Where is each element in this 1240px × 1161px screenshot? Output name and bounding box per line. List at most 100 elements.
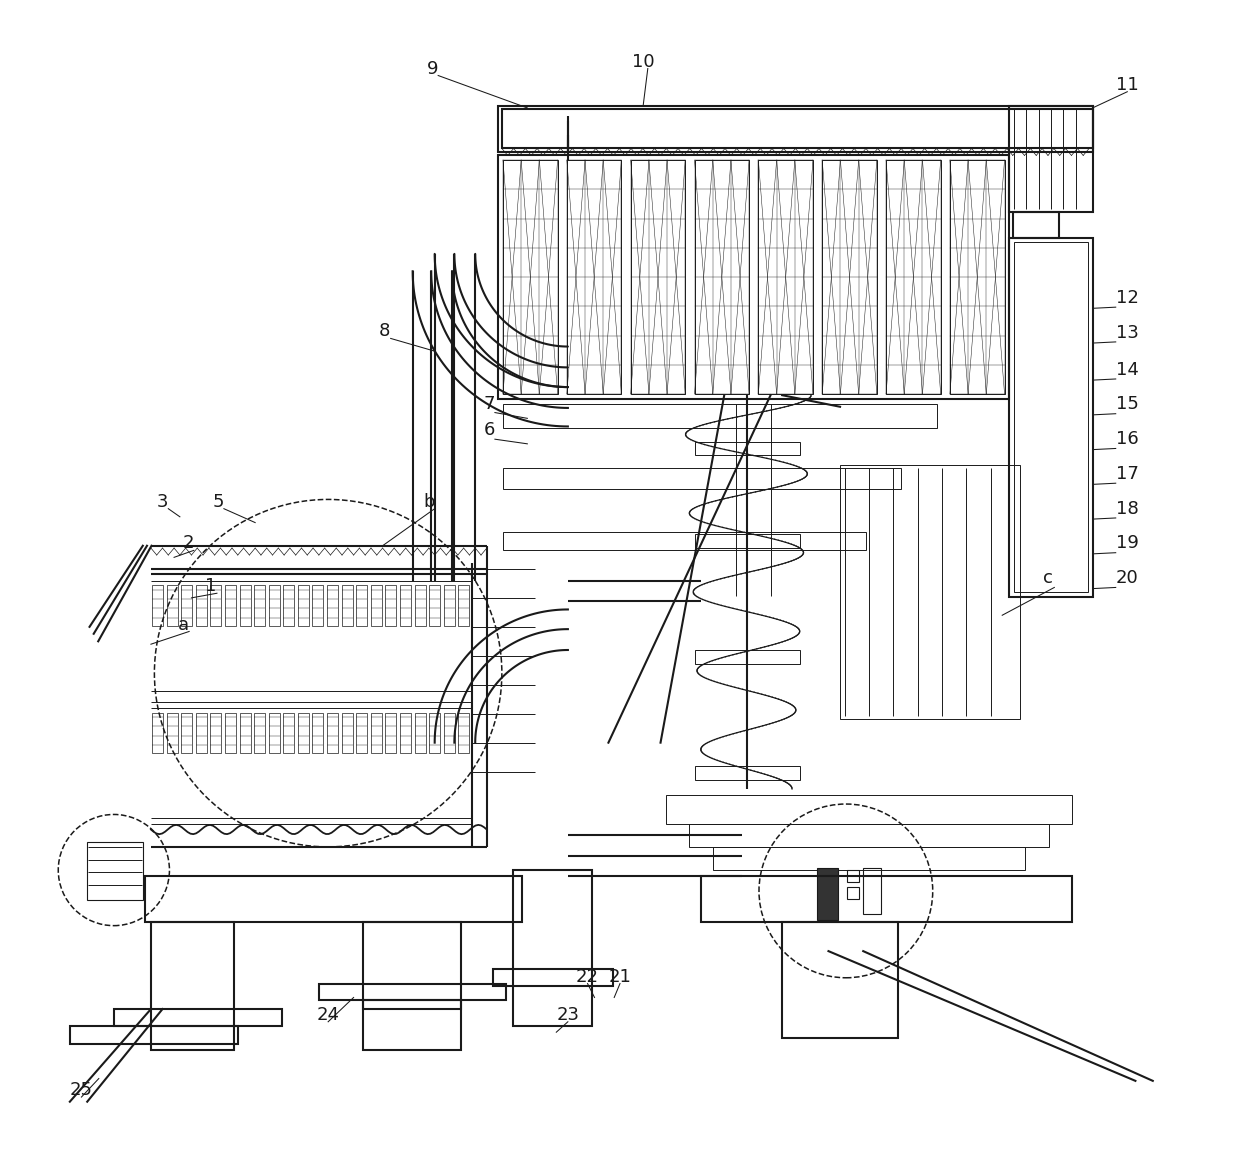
Bar — [696, 441, 800, 455]
Bar — [492, 968, 613, 986]
Text: 1: 1 — [206, 577, 217, 596]
Bar — [689, 823, 1049, 846]
Bar — [429, 585, 440, 626]
Bar — [386, 585, 397, 626]
Bar — [363, 1000, 461, 1050]
Bar — [283, 585, 294, 626]
Text: 7: 7 — [484, 396, 495, 413]
Bar — [151, 922, 234, 1050]
Text: 21: 21 — [609, 967, 631, 986]
Bar — [356, 585, 367, 626]
Text: 22: 22 — [577, 967, 599, 986]
Text: 11: 11 — [1116, 75, 1138, 94]
Text: 15: 15 — [1116, 396, 1138, 413]
Text: b: b — [423, 492, 434, 511]
Bar — [696, 534, 800, 548]
Text: 10: 10 — [631, 52, 655, 71]
Bar — [503, 160, 558, 394]
Bar — [817, 867, 838, 920]
Bar — [312, 585, 324, 626]
Bar — [498, 106, 1092, 152]
Bar — [166, 713, 177, 753]
Bar — [153, 585, 162, 626]
Text: 3: 3 — [156, 492, 169, 511]
Text: 19: 19 — [1116, 534, 1138, 553]
Text: 12: 12 — [1116, 289, 1138, 307]
Bar — [239, 585, 250, 626]
Bar — [254, 585, 265, 626]
Bar — [1009, 238, 1092, 597]
Bar — [694, 160, 749, 394]
Bar — [503, 532, 866, 550]
Bar — [782, 922, 898, 1038]
Bar — [145, 875, 522, 922]
Bar — [863, 867, 880, 914]
Bar — [166, 585, 177, 626]
Bar — [503, 404, 937, 427]
Bar — [414, 585, 425, 626]
Text: 8: 8 — [379, 323, 391, 340]
Bar — [401, 585, 410, 626]
Bar — [386, 713, 397, 753]
Text: 2: 2 — [182, 534, 193, 553]
Bar — [696, 766, 800, 780]
Bar — [342, 585, 352, 626]
Text: 6: 6 — [484, 421, 495, 439]
Bar — [356, 713, 367, 753]
Bar — [327, 713, 339, 753]
Bar — [759, 160, 813, 394]
Bar — [414, 713, 425, 753]
Text: 5: 5 — [212, 492, 223, 511]
Bar — [254, 713, 265, 753]
Bar — [69, 1026, 238, 1044]
Bar — [847, 887, 858, 899]
Bar — [211, 585, 222, 626]
Bar — [371, 585, 382, 626]
Text: 25: 25 — [69, 1081, 93, 1099]
Bar — [839, 464, 1019, 720]
Bar — [444, 713, 455, 753]
Bar — [847, 870, 858, 881]
Bar — [363, 922, 461, 1009]
Bar — [224, 713, 236, 753]
Bar — [87, 842, 143, 900]
Bar — [502, 109, 1092, 149]
Bar — [114, 1009, 281, 1026]
Text: 24: 24 — [316, 1005, 340, 1024]
Bar — [459, 713, 469, 753]
Bar — [567, 160, 621, 394]
Bar — [181, 585, 192, 626]
Bar — [822, 160, 877, 394]
Text: 17: 17 — [1116, 464, 1138, 483]
Bar — [429, 713, 440, 753]
Bar — [319, 983, 506, 1000]
Bar — [342, 713, 352, 753]
Bar — [239, 713, 250, 753]
Bar — [224, 585, 236, 626]
Bar — [498, 156, 1009, 398]
Text: 18: 18 — [1116, 499, 1138, 518]
Bar — [444, 585, 455, 626]
Bar — [312, 713, 324, 753]
Bar — [503, 468, 901, 489]
Bar — [701, 875, 1071, 922]
Text: 23: 23 — [557, 1005, 579, 1024]
Bar — [713, 846, 1025, 870]
Bar — [298, 585, 309, 626]
Bar — [327, 585, 339, 626]
Bar — [666, 795, 1071, 823]
Text: 20: 20 — [1116, 569, 1138, 587]
Bar — [283, 713, 294, 753]
Bar — [196, 713, 207, 753]
Text: c: c — [1043, 569, 1053, 587]
Bar — [269, 585, 280, 626]
Bar — [887, 160, 941, 394]
Bar — [181, 713, 192, 753]
Bar — [211, 713, 222, 753]
Text: 9: 9 — [427, 59, 438, 78]
Text: 14: 14 — [1116, 361, 1138, 378]
Bar — [298, 713, 309, 753]
Bar — [196, 585, 207, 626]
Bar — [696, 650, 800, 664]
Bar — [513, 870, 593, 1026]
